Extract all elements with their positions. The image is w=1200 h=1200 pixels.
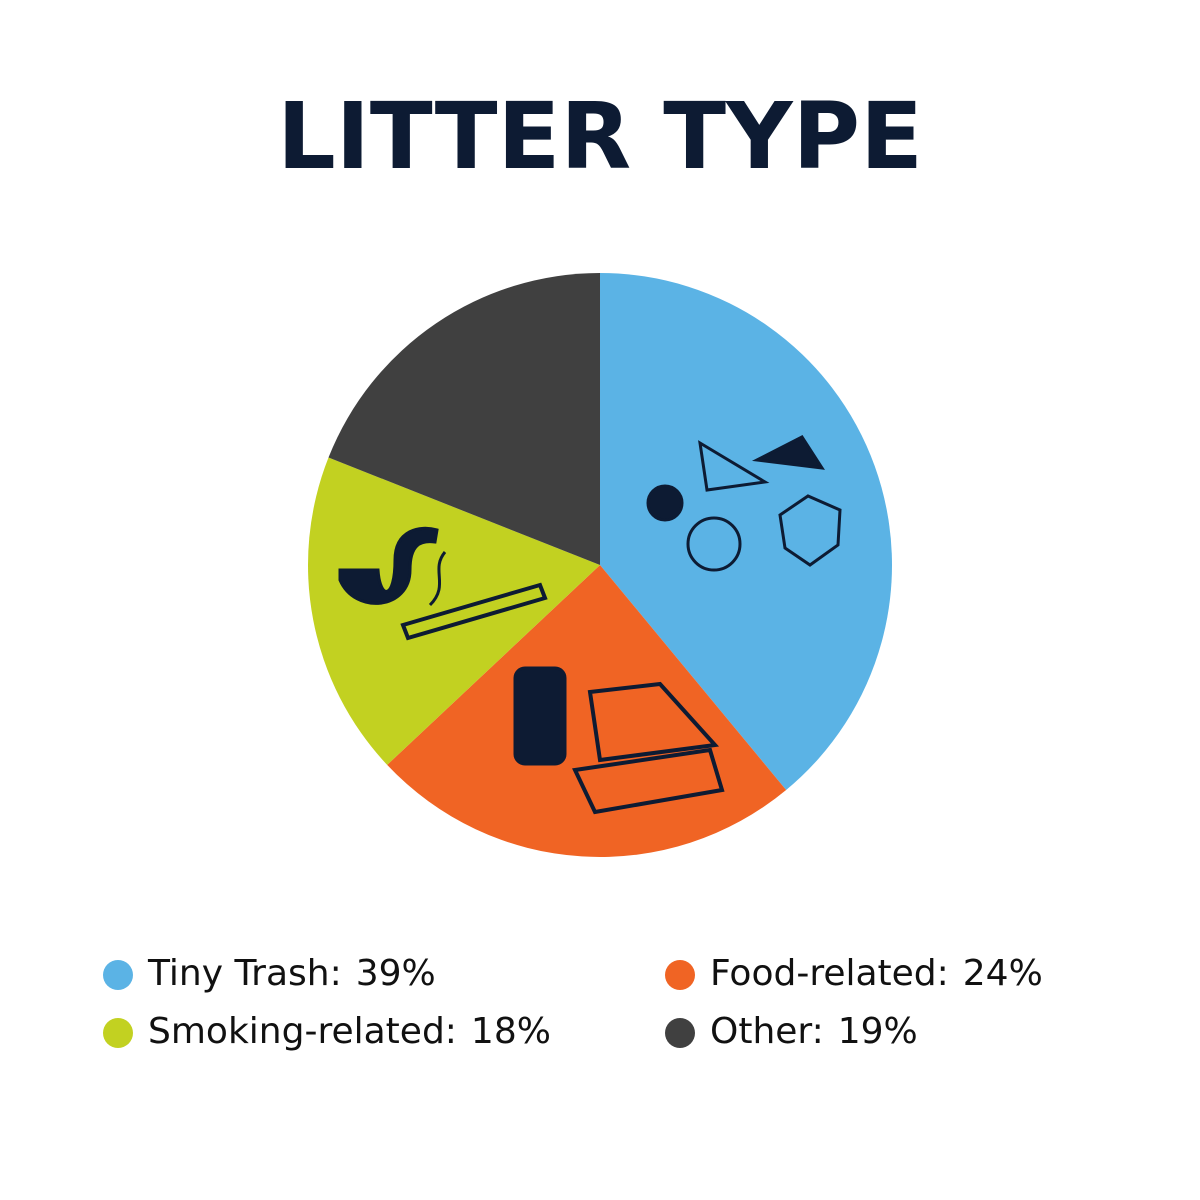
icon <box>587 681 720 763</box>
icons <box>338 435 842 815</box>
legend-swatch <box>103 1018 133 1048</box>
icon <box>428 551 447 607</box>
legend-category: Other: <box>710 1011 824 1052</box>
pie-slice <box>328 273 600 565</box>
icon <box>751 435 825 470</box>
icon <box>338 526 439 605</box>
legend-label: Smoking-related: 18% <box>148 1011 551 1052</box>
legend-category: Smoking-related: <box>148 1011 457 1052</box>
legend-label: Other: 19% <box>710 1011 918 1052</box>
icon <box>572 747 725 815</box>
icon <box>686 516 742 572</box>
legend-value: 19% <box>838 1011 918 1052</box>
legend-category: Tiny Trash: <box>147 953 342 994</box>
legend-category: Food-related: <box>710 953 949 994</box>
legend-value: 24% <box>963 953 1043 994</box>
legend-label: Tiny Trash: 39% <box>147 953 436 994</box>
icon <box>513 666 567 766</box>
legend-swatch <box>665 1018 695 1048</box>
pie-slice <box>600 273 893 790</box>
legend-swatch <box>665 960 695 990</box>
icon <box>698 440 770 492</box>
legend-value: 18% <box>471 1011 551 1052</box>
chart-title: LITTER TYPE <box>277 83 923 190</box>
pie-slice <box>387 565 787 858</box>
legend-swatch <box>103 960 133 990</box>
legend-value: 39% <box>356 953 436 994</box>
legend: Tiny Trash: 39% Food-related: 24% Smoking-re… <box>103 953 1043 1052</box>
icon <box>400 582 548 641</box>
icon <box>646 484 684 522</box>
legend-label: Food-related: 24% <box>710 953 1043 994</box>
icon <box>778 494 842 567</box>
